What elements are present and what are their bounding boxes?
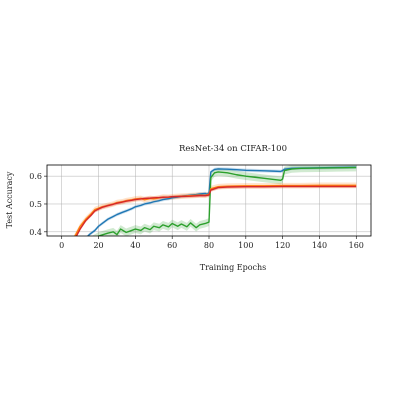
series-line-1 xyxy=(97,166,357,236)
x-tick-label: 140 xyxy=(312,241,327,250)
x-tick-label: 20 xyxy=(93,241,103,250)
series-lines xyxy=(74,166,357,236)
series-line-3 xyxy=(75,185,357,236)
x-tick-label: 100 xyxy=(238,241,253,250)
y-tick-label: 0.4 xyxy=(29,228,42,237)
error-bands xyxy=(73,165,357,236)
y-tick-label: 0.5 xyxy=(29,200,42,209)
x-tick-label: 80 xyxy=(204,241,214,250)
x-tick-label: 120 xyxy=(275,241,290,250)
x-tick-label: 60 xyxy=(167,241,177,250)
series-band-3 xyxy=(75,184,357,236)
x-axis-label: Training Epochs xyxy=(200,263,267,272)
y-axis-label: Test Accuracy xyxy=(5,171,14,228)
axis-ticks: 0 20 40 60 80 100 120 140 160 0.4 0.5 0.6 xyxy=(29,172,364,250)
x-tick-label: 160 xyxy=(349,241,364,250)
x-tick-label: 0 xyxy=(59,241,64,250)
series-band-2 xyxy=(73,182,357,236)
chart-title: ResNet-34 on CIFAR-100 xyxy=(179,144,287,154)
y-tick-label: 0.6 xyxy=(29,172,42,181)
x-tick-label: 40 xyxy=(130,241,140,250)
